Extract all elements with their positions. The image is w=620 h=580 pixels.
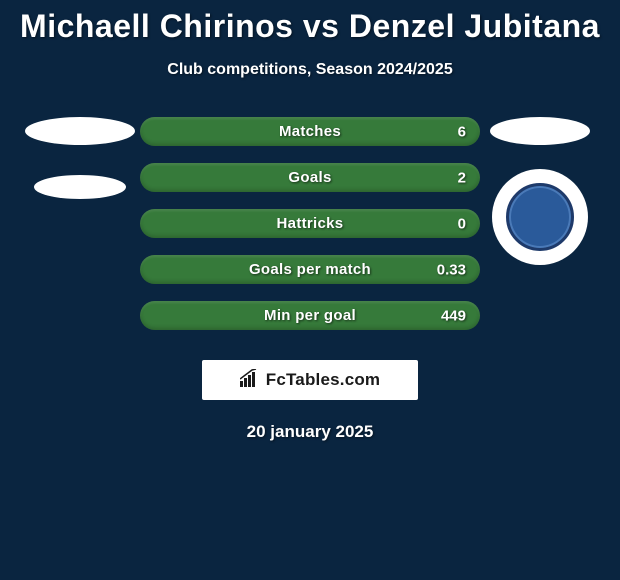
- stat-value: 6: [458, 123, 466, 140]
- chart-bar-icon: [240, 369, 262, 392]
- brand-box: FcTables.com: [202, 360, 418, 400]
- brand-text: FcTables.com: [266, 370, 381, 390]
- stat-bar-min-per-goal: Min per goal 449: [140, 301, 480, 330]
- stat-label: Min per goal: [264, 307, 356, 324]
- stat-value: 0: [458, 215, 466, 232]
- stat-value: 449: [441, 307, 466, 324]
- stat-bar-matches: Matches 6: [140, 117, 480, 146]
- club-badge-inner: [506, 183, 574, 251]
- stat-label: Goals per match: [249, 261, 371, 278]
- placeholder-ellipse: [490, 117, 590, 145]
- stat-bar-goals: Goals 2: [140, 163, 480, 192]
- infographic-container: Michaell Chirinos vs Denzel Jubitana Clu…: [0, 0, 620, 442]
- content-row: Matches 6 Goals 2 Hattricks 0 Goals per …: [0, 117, 620, 330]
- placeholder-ellipse: [34, 175, 126, 199]
- stat-label: Hattricks: [277, 215, 344, 232]
- stat-label: Goals: [288, 169, 331, 186]
- stat-value: 2: [458, 169, 466, 186]
- left-column: [20, 117, 140, 199]
- stat-bar-hattricks: Hattricks 0: [140, 209, 480, 238]
- subtitle: Club competitions, Season 2024/2025: [0, 61, 620, 79]
- right-column: [480, 117, 600, 265]
- stat-bar-goals-per-match: Goals per match 0.33: [140, 255, 480, 284]
- page-title: Michaell Chirinos vs Denzel Jubitana: [0, 0, 620, 45]
- date-text: 20 january 2025: [0, 422, 620, 442]
- stats-column: Matches 6 Goals 2 Hattricks 0 Goals per …: [140, 117, 480, 330]
- placeholder-ellipse: [25, 117, 135, 145]
- stat-value: 0.33: [437, 261, 466, 278]
- stat-label: Matches: [279, 123, 341, 140]
- club-badge: [492, 169, 588, 265]
